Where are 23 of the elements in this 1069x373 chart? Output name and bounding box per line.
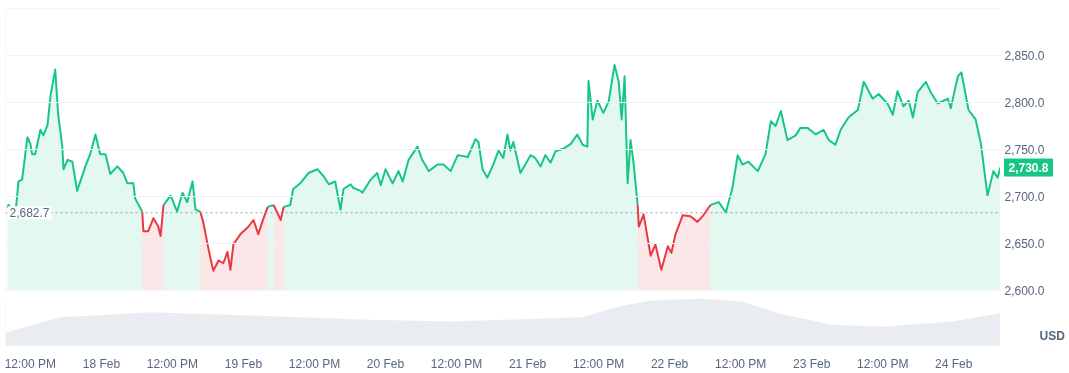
y-tick-label: 2,600.0	[1004, 284, 1045, 298]
x-tick-label: 12:00 PM	[146, 356, 199, 371]
x-tick-label: 19 Feb	[224, 356, 263, 371]
y-tick-label: 2,650.0	[1004, 237, 1045, 251]
x-tick-label: 12:00 PM	[288, 356, 341, 371]
ref-line-label: 2,682.7	[9, 206, 50, 221]
y-tick-label: 2,850.0	[1004, 49, 1045, 63]
x-tick-label: 12:00 PM	[572, 356, 625, 371]
y-axis-title: USD	[1039, 328, 1066, 343]
x-tick-label: 12:00 PM	[857, 356, 909, 371]
x-tick-label: 23 Feb	[793, 356, 831, 371]
y-tick-label: 2,750.0	[1004, 143, 1045, 157]
x-tick-label: 12:00 PM	[714, 356, 767, 371]
x-tick-label: 20 Feb	[366, 356, 405, 371]
y-tick-label: 2,700.0	[1004, 190, 1045, 204]
x-tick-label: 24 Feb	[935, 356, 973, 371]
x-tick-label: 12:00 PM	[4, 356, 57, 371]
x-tick-label: 21 Feb	[508, 356, 547, 371]
y-tick-label: 2,800.0	[1004, 96, 1045, 110]
x-tick-label: 22 Feb	[650, 356, 689, 371]
x-tick-label: 18 Feb	[82, 356, 121, 371]
annotation: 2,730.8	[1008, 161, 1049, 176]
x-tick-label: 12:00 PM	[430, 356, 483, 371]
